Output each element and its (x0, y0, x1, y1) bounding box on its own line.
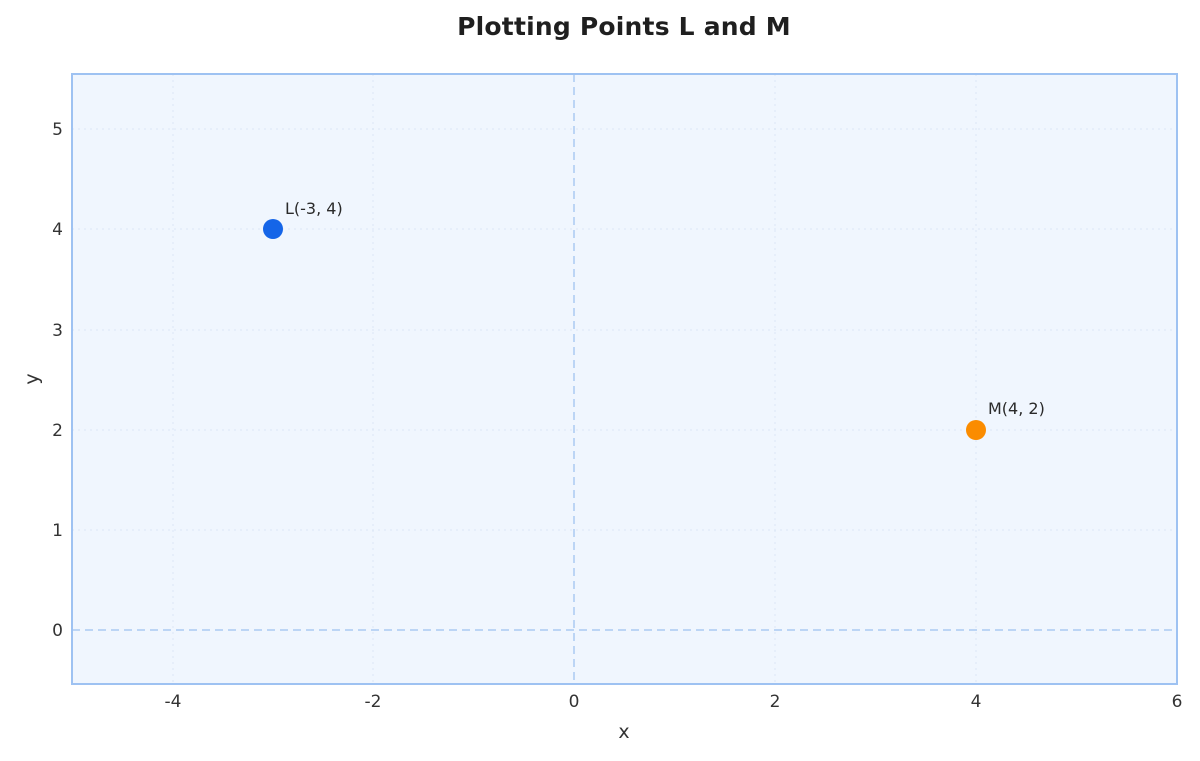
point-m-label: M(4, 2) (988, 399, 1045, 418)
y-axis-label: y (21, 373, 43, 384)
x-tick: -2 (365, 692, 382, 712)
y-tick: 2 (52, 421, 63, 441)
y-tick: 1 (52, 521, 63, 541)
x-tick: 0 (569, 692, 580, 712)
point-m-marker (966, 420, 986, 440)
y-tick: 0 (52, 621, 63, 641)
grid-horizontal (72, 128, 1177, 531)
x-tick: -4 (165, 692, 182, 712)
x-tick: 4 (971, 692, 982, 712)
point-l-marker (263, 219, 283, 239)
y-tick-labels: 0 1 2 3 4 5 (52, 120, 63, 641)
plot-frame (71, 73, 1178, 685)
y-tick: 3 (52, 321, 63, 341)
x-tick: 2 (770, 692, 781, 712)
y-tick: 4 (52, 220, 63, 240)
chart-title: Plotting Points L and M (457, 12, 791, 41)
point-l-label: L(-3, 4) (285, 199, 343, 218)
y-tick: 5 (52, 120, 63, 140)
x-axis-label: x (618, 721, 629, 743)
plot-area (72, 74, 1177, 684)
x-tick: 6 (1172, 692, 1183, 712)
x-tick-labels: -4 -2 0 2 4 6 (165, 692, 1183, 712)
